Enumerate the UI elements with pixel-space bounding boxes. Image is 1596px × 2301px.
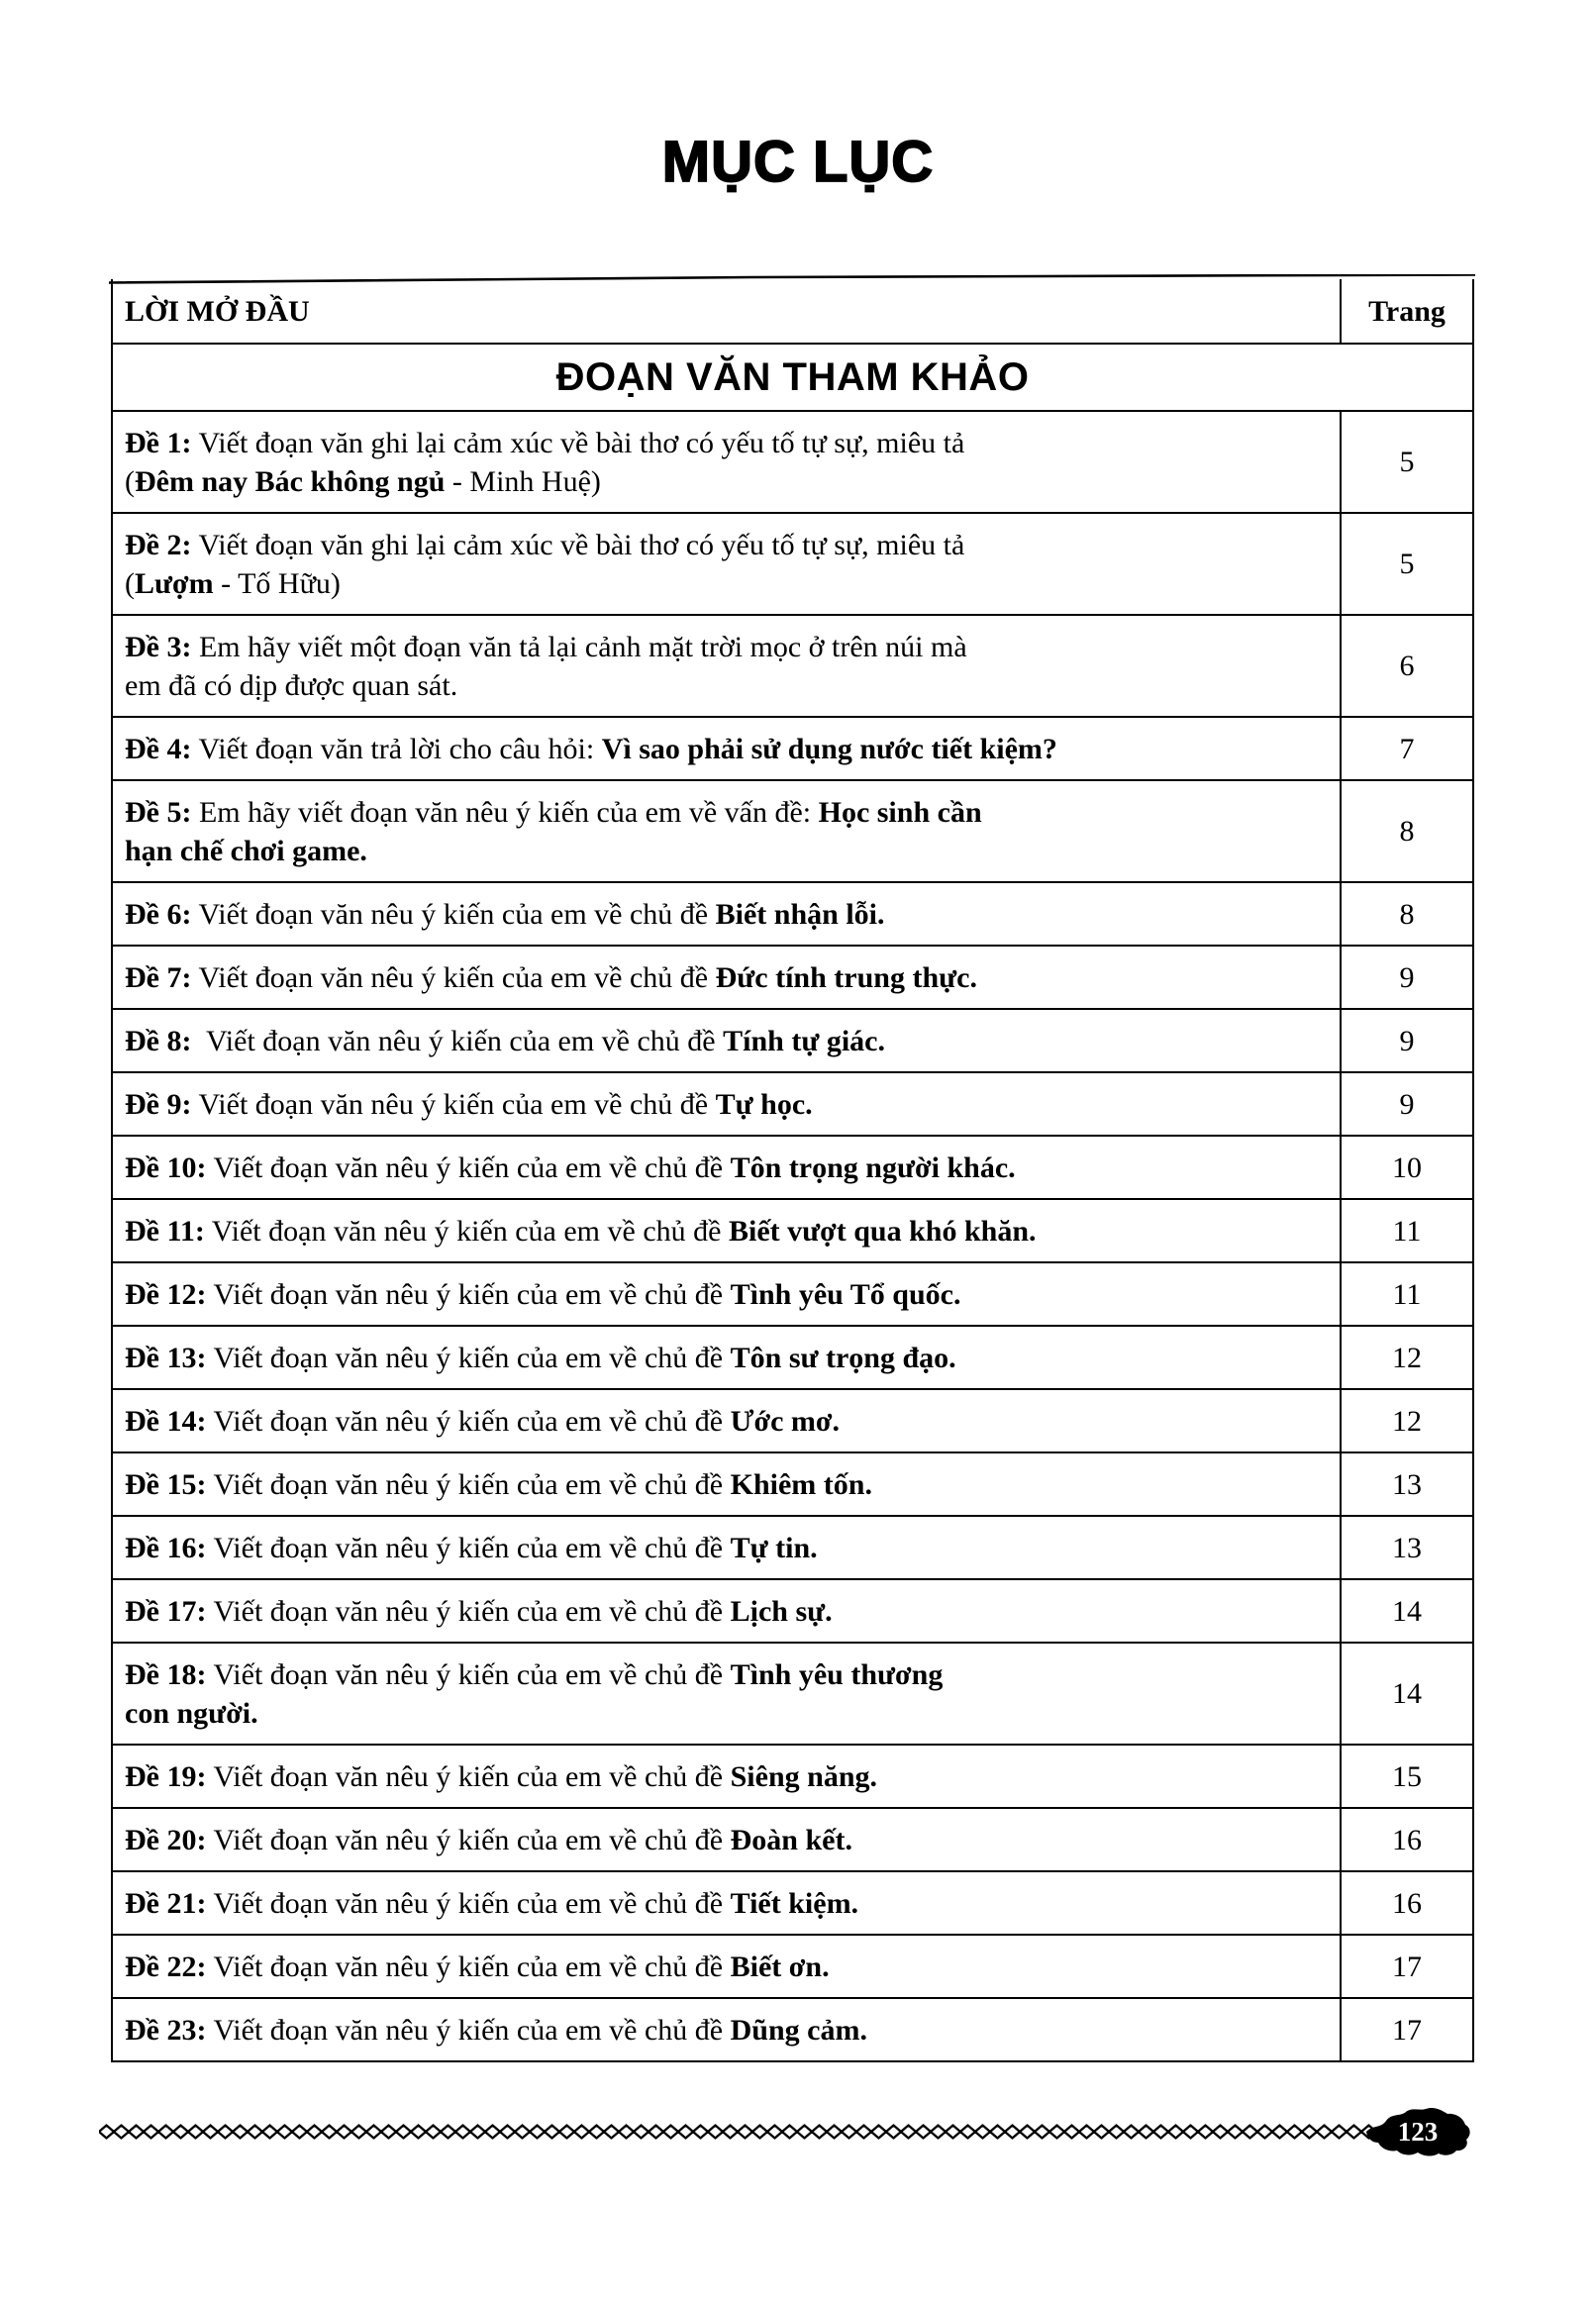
- svg-text:123: 123: [1398, 2117, 1439, 2147]
